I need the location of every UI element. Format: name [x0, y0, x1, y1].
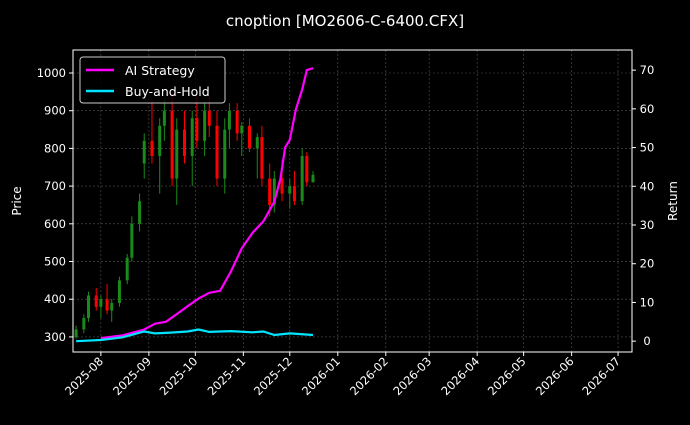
candle-body [170, 110, 174, 179]
y-tick-label-right: 10 [640, 295, 655, 309]
candle-body [268, 178, 272, 205]
y-axis-label-right: Return [666, 181, 680, 221]
y-tick-label-left: 600 [44, 217, 66, 231]
candle-body [94, 295, 98, 307]
candle-body [248, 125, 252, 149]
y-tick-label-right: 40 [640, 179, 655, 193]
candle-body [158, 125, 162, 156]
candle-body [203, 110, 207, 141]
y-tick-label-right: 50 [640, 141, 655, 155]
candle-body [255, 137, 259, 149]
y-tick-label-right: 20 [640, 257, 655, 271]
series-line-ai-strategy [100, 67, 314, 340]
candle-body [260, 137, 264, 179]
candle-body [305, 155, 309, 183]
y-tick-label-right: 60 [640, 102, 655, 116]
grid [73, 50, 632, 352]
x-tick-label: 2026-05 [485, 354, 529, 398]
x-tick-label: 2026-07 [579, 354, 623, 398]
candle-body [110, 302, 114, 311]
candle-body [235, 110, 239, 134]
y-tick-label-left: 500 [44, 255, 66, 269]
y-tick-label-left: 800 [44, 141, 66, 155]
x-tick-label: 2026-02 [347, 354, 391, 398]
candle-body [207, 110, 211, 126]
axes: 2025-08 2025-09 2025-10 2025-11 2025-12 2026-… [37, 63, 655, 398]
x-tick-label: 2026-01 [299, 354, 343, 398]
legend-label-buyhold: Buy-and-Hold [125, 84, 210, 99]
y-tick-label-left: 900 [44, 104, 66, 118]
x-tick-label: 2026-06 [533, 354, 577, 398]
candle-body [223, 129, 227, 179]
candle-body [86, 295, 90, 319]
candle-body [240, 125, 244, 134]
x-tick-label: 2025-12 [251, 354, 295, 398]
legend: AI Strategy Buy-and-Hold [79, 56, 226, 104]
candle-body [182, 129, 186, 156]
x-tick-label: 2026-04 [438, 354, 482, 398]
candle-body [82, 318, 86, 330]
candle-body [117, 280, 121, 303]
legend-label-strategy: AI Strategy [125, 63, 195, 78]
x-tick-label: 2025-09 [110, 354, 154, 398]
y-axis-label-left: Price [10, 186, 24, 215]
candle-body [288, 186, 292, 194]
candle-body [190, 118, 194, 156]
candle-body [74, 329, 78, 337]
y-tick-label-left: 1000 [37, 66, 66, 80]
y-tick-label-right: 0 [643, 334, 650, 348]
y-tick-label-left: 400 [44, 292, 66, 306]
candle-body [150, 140, 154, 156]
plot-frame [72, 49, 633, 353]
series-lines [76, 67, 314, 343]
candle-body [280, 178, 284, 194]
candle-body [272, 178, 276, 205]
candles [74, 91, 315, 339]
candle-body [138, 201, 142, 224]
chart-title: cnoption [MO2606-C-6400.CFX] [226, 12, 464, 30]
candle-body [142, 140, 146, 164]
y-tick-label-left: 300 [44, 330, 66, 344]
y-tick-label-right: 30 [640, 218, 655, 232]
x-tick-label: 2025-11 [205, 354, 249, 398]
candle-body [215, 125, 219, 179]
candle-body [99, 299, 103, 307]
candle-body [311, 174, 315, 183]
candle-body [300, 155, 304, 202]
y-tick-label-right: 70 [640, 63, 655, 77]
candle-body [292, 186, 296, 202]
candle-body [162, 110, 166, 126]
candle-body [175, 129, 179, 179]
x-tick-label: 2025-10 [157, 354, 201, 398]
y-tick-label-left: 700 [44, 179, 66, 193]
x-tick-label: 2026-03 [390, 354, 434, 398]
candle-body [227, 110, 231, 130]
series-line-buy-and-hold [76, 328, 314, 343]
candle-body [105, 299, 109, 311]
candle-body [130, 223, 134, 258]
candle-body [195, 118, 199, 141]
candle-body [125, 257, 129, 281]
x-tick-label: 2025-08 [62, 354, 106, 398]
